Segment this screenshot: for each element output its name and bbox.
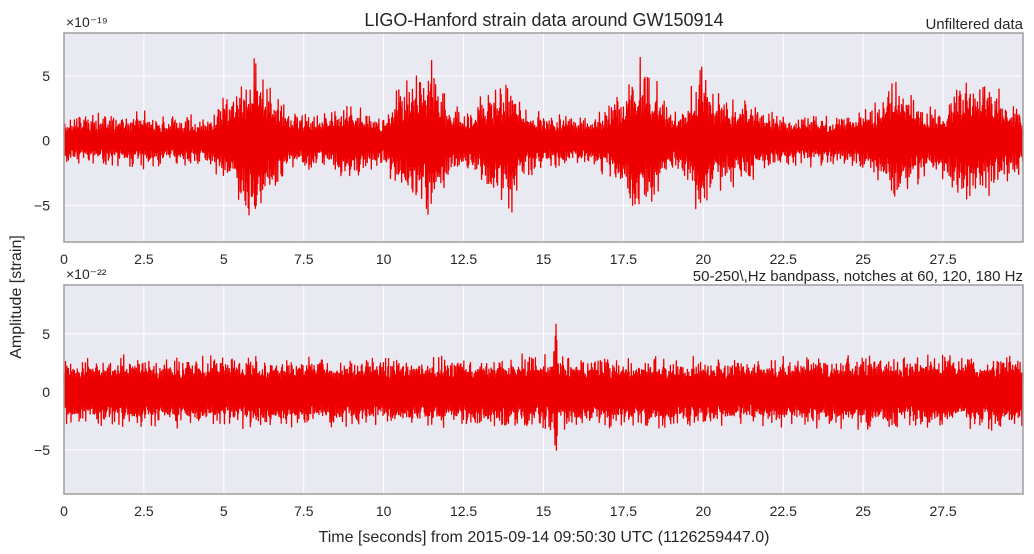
x-tick-label: 5: [220, 503, 228, 519]
x-tick-label: 25: [855, 251, 871, 267]
figure-title: LIGO-Hanford strain data around GW150914: [364, 10, 723, 30]
offset-label: ×10⁻²²: [66, 266, 107, 282]
panel-title: Unfiltered data: [925, 16, 1023, 33]
panel-title: 50-250\,Hz bandpass, notches at 60, 120,…: [693, 268, 1023, 285]
axes-frame: [63, 284, 1024, 495]
x-tick-label: 15: [536, 503, 552, 519]
x-tick-label: 2.5: [134, 503, 154, 519]
y-tick-label: 0: [42, 133, 50, 149]
y-tick-label: 0: [42, 384, 50, 400]
x-tick-label: 5: [220, 251, 228, 267]
strain-trace: [63, 56, 1024, 216]
y-tick-label: 5: [42, 68, 50, 84]
x-tick-label: 7.5: [294, 503, 314, 519]
unfiltered-panel: 0 2.5 5 7.5 10 12.5 15 17.5 20 22.5 25 27.5 −5 0 5 ×10⁻…: [34, 14, 1024, 267]
x-tick-label: 17.5: [610, 503, 637, 519]
y-tick-label: −5: [34, 198, 50, 214]
x-tick-label: 22.5: [770, 251, 797, 267]
axes-frame: [63, 32, 1024, 243]
x-tick-label: 27.5: [929, 251, 956, 267]
x-tick-label: 10: [376, 503, 392, 519]
x-tick-label: 0: [60, 251, 68, 267]
x-tick-label: 27.5: [929, 503, 956, 519]
y-axis-label: Amplitude [strain]: [8, 235, 25, 359]
y-tick-label: 5: [42, 326, 50, 342]
x-tick-label: 20: [696, 503, 712, 519]
strain-trace: [63, 323, 1024, 451]
offset-label: ×10⁻¹⁹: [66, 14, 108, 30]
x-tick-label: 17.5: [610, 251, 637, 267]
x-tick-label: 2.5: [134, 251, 154, 267]
x-tick-label: 15: [536, 251, 552, 267]
x-tick-label: 10: [376, 251, 392, 267]
x-axis-label: Time [seconds] from 2015-09-14 09:50:30 …: [319, 529, 770, 546]
x-tick-label: 7.5: [294, 251, 314, 267]
x-tick-label: 25: [855, 503, 871, 519]
x-tick-label: 20: [696, 251, 712, 267]
bandpass-panel: 0 2.5 5 7.5 10 12.5 15 17.5 20 22.5 25 27.5 −5 0 5 ×10⁻…: [34, 266, 1024, 519]
x-tick-label: 12.5: [450, 251, 477, 267]
x-tick-label: 12.5: [450, 503, 477, 519]
x-tick-label: 0: [60, 503, 68, 519]
y-tick-label: −5: [34, 442, 50, 458]
x-tick-label: 22.5: [770, 503, 797, 519]
